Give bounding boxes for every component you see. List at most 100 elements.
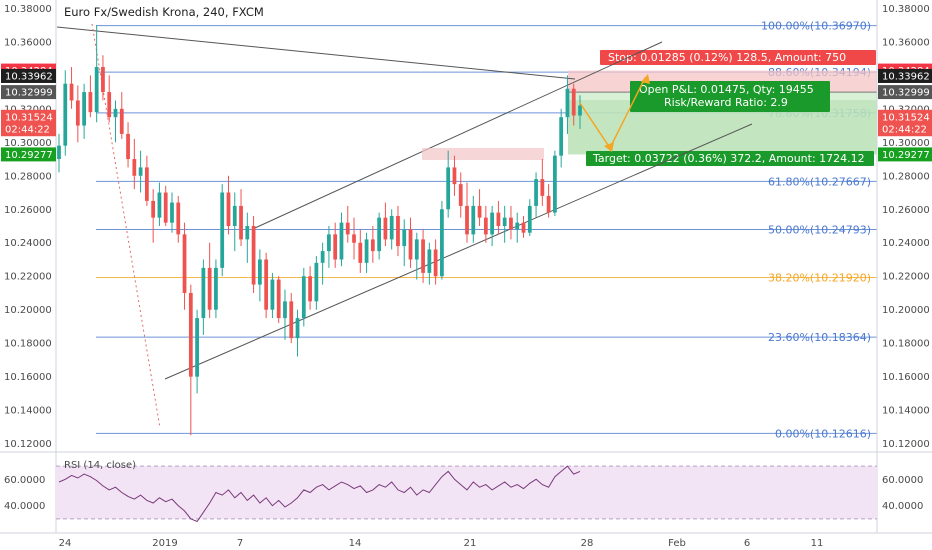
candle-body (270, 279, 275, 310)
candle-body (483, 217, 488, 235)
time-tick-label: 24 (59, 538, 72, 549)
candle-body (88, 92, 93, 113)
time-axis[interactable]: 24 2019 7 14 21 28 Feb 6 11 (59, 538, 824, 549)
candle-body (301, 276, 306, 319)
target-label: Target: 0.03722 (0.36%) 372.2, Amount: 1… (592, 152, 865, 165)
candle-body (509, 217, 513, 230)
candle-body (433, 249, 438, 277)
candle-body (502, 217, 507, 226)
descending-trendline[interactable] (56, 26, 576, 80)
price-tag-label: 02:44:22 (882, 125, 927, 136)
channel-upper-line[interactable] (254, 41, 663, 229)
candle-body (364, 239, 369, 263)
rsi-line (58, 465, 581, 523)
time-tick-label: Feb (668, 538, 686, 549)
fib-level-label: 23.60%(10.18364) (768, 331, 871, 344)
candle-body (396, 215, 400, 247)
fib-level-label: 0.00%(10.12616) (775, 427, 871, 440)
candle-body (496, 212, 501, 226)
candle-body (232, 205, 237, 226)
candle-body (421, 239, 425, 273)
candle-body (408, 229, 413, 260)
price-tick-label: 10.24000 (882, 238, 930, 249)
price-tag-box (1, 68, 56, 83)
candle-body (57, 145, 61, 160)
candle-body (402, 229, 407, 247)
price-tick-label: 10.12000 (882, 439, 930, 450)
rsi-tick-label: 40.0000 (882, 501, 923, 512)
candle-body (283, 301, 287, 319)
candle-body (527, 205, 532, 233)
candle-body (226, 192, 231, 226)
price-tag-box (1, 109, 56, 124)
price-tag-box (878, 85, 932, 100)
price-tick-label-left: 10.38000 (4, 4, 52, 15)
price-tag-box (1, 122, 56, 137)
candle-body (176, 202, 181, 235)
candle-body (138, 167, 143, 176)
candle-body (188, 292, 193, 377)
price-axis[interactable]: 10.3800010.3800010.3600010.3600010.34000… (4, 0, 930, 533)
candle-body (534, 179, 538, 206)
candle-body (207, 267, 212, 310)
price-tick-label: 10.28000 (882, 171, 930, 182)
candle-body (101, 66, 105, 93)
fib-level-label: 38.20%(10.21920) (768, 272, 871, 285)
rsi-label: RSI (14, close) (64, 460, 136, 471)
risk-reward-label: Risk/Reward Ratio: 2.9 (664, 96, 788, 109)
stop-label: Stop: 0.01285 (0.12%) 128.5, Amount: 750 (608, 51, 846, 64)
candle-body (239, 205, 243, 240)
candle-body (333, 234, 338, 260)
candle-body (289, 301, 294, 339)
target-label-box (586, 151, 874, 166)
candle-body (440, 209, 444, 277)
candle-body (276, 279, 281, 319)
candle-body (521, 222, 526, 233)
price-tick-label-left: 10.26000 (4, 205, 52, 216)
price-projection[interactable] (579, 74, 650, 152)
candle-body (565, 88, 570, 118)
rsi-tick-label-left: 40.0000 (4, 501, 45, 512)
price-tick-label: 10.22000 (882, 272, 930, 283)
fib-level-label: 100.00%(10.36970) (761, 20, 871, 33)
candle-body (214, 267, 218, 310)
candle-body (119, 108, 124, 134)
candle-body (308, 276, 312, 302)
candle-body (465, 205, 469, 235)
channel-drawings[interactable] (56, 23, 753, 429)
candle-body (571, 88, 576, 116)
candle-body (458, 184, 463, 206)
candle-body (195, 318, 199, 377)
price-tick-label: 10.20000 (882, 305, 930, 316)
price-tag-box (1, 147, 56, 162)
rsi-tick-label: 60.0000 (882, 475, 923, 486)
candle-body (327, 234, 331, 252)
time-tick-label: 14 (349, 538, 362, 549)
time-tick-label: 21 (464, 538, 477, 549)
projection-arrow-up (641, 74, 650, 84)
candle-body (220, 192, 225, 268)
price-tick-label: 10.36000 (882, 37, 930, 48)
candle-body (163, 192, 168, 223)
candle-body (452, 167, 457, 185)
candle-body (358, 242, 363, 263)
rsi-band (56, 466, 877, 519)
candle-body (245, 226, 250, 240)
price-tick-label: 10.30000 (882, 138, 930, 149)
rsi-pane[interactable]: 60.0000 60.0000 40.0000 40.0000 (4, 465, 923, 523)
resistance-zone[interactable] (422, 148, 544, 160)
price-tick-label-left: 10.12000 (4, 439, 52, 450)
channel-lower-line[interactable] (164, 123, 753, 380)
stop-label-box (600, 50, 876, 65)
price-tag-box (878, 68, 932, 83)
price-tick-label: 10.38000 (882, 4, 930, 15)
price-tick-label-left: 10.18000 (4, 339, 52, 350)
candle-body (490, 212, 495, 235)
candle-body (69, 83, 74, 101)
candle-body (144, 167, 149, 201)
candle-body (553, 155, 557, 213)
short-position-tool[interactable]: Stop: 0.01285 (0.12%) 128.5, Amount: 750… (568, 50, 877, 166)
candle-body (257, 259, 262, 285)
candle-body (515, 222, 520, 230)
